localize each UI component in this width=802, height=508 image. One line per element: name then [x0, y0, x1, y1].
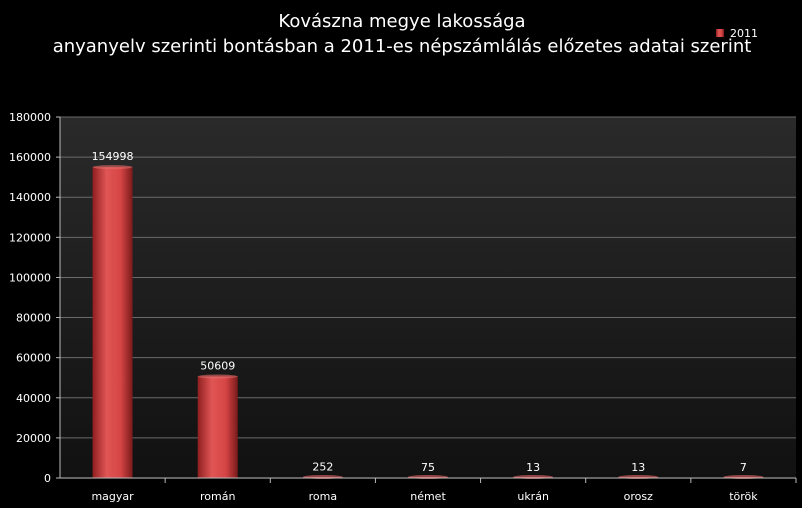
y-tick-label: 40000 — [16, 392, 51, 405]
x-tick-label: török — [729, 490, 758, 503]
y-tick-label: 0 — [44, 472, 51, 485]
y-tick-label: 20000 — [16, 432, 51, 445]
legend-label: 2011 — [730, 27, 758, 40]
data-label: 154998 — [92, 150, 134, 163]
legend: 2011 — [716, 27, 758, 40]
y-tick-label: 140000 — [9, 191, 51, 204]
x-tick-label: ukrán — [517, 490, 549, 503]
chart-subtitle: anyanyelv szerinti bontásban a 2011-es n… — [53, 36, 752, 57]
bar-top — [197, 374, 238, 379]
y-tick-label: 100000 — [9, 271, 51, 284]
chart-title: Kovászna megye lakossága — [278, 11, 525, 32]
bar — [197, 376, 238, 478]
data-label: 13 — [631, 461, 645, 474]
x-tick-label: magyar — [91, 490, 134, 503]
y-tick-label: 80000 — [16, 312, 51, 325]
data-label: 50609 — [200, 360, 235, 373]
bar — [92, 167, 133, 479]
data-label: 252 — [312, 460, 333, 473]
y-axis: 0 20000 40000 60000 80000 100000 120000 140000 1… — [9, 111, 61, 485]
data-label: 75 — [421, 461, 435, 474]
y-tick-label: 60000 — [16, 352, 51, 365]
bar-top — [92, 165, 133, 170]
gridlines — [60, 116, 796, 439]
data-label: 13 — [526, 461, 540, 474]
x-tick-label: roma — [309, 490, 337, 503]
plot-area — [60, 117, 796, 479]
bars: 154998 50609 252 75 13 13 7 — [92, 150, 764, 479]
x-tick-label: orosz — [624, 490, 653, 503]
y-tick-label: 180000 — [9, 111, 51, 124]
y-tick-label: 120000 — [9, 231, 51, 244]
x-tick-label: német — [410, 490, 446, 503]
x-tick-label: román — [200, 490, 235, 503]
data-label: 7 — [740, 461, 747, 474]
x-axis: magyar román roma német ukrán orosz török — [60, 477, 797, 503]
y-tick-label: 160000 — [9, 151, 51, 164]
legend-swatch — [716, 29, 724, 37]
